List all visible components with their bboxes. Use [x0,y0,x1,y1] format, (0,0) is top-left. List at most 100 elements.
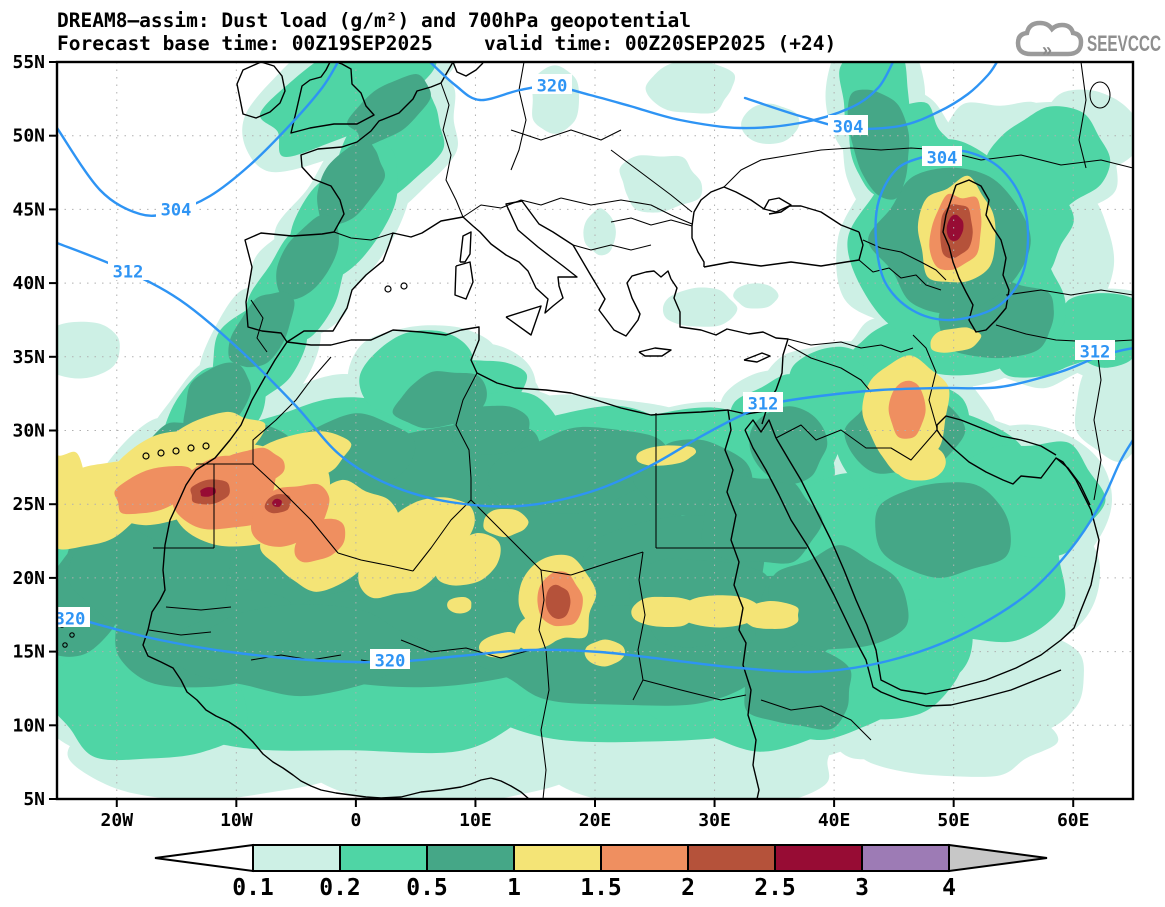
colorbar-tick-label: 0.1 [232,875,274,901]
country-border [775,424,938,461]
colorbar-segment [600,844,689,872]
cloud-icon [1015,20,1084,57]
country-border [252,356,332,464]
country-border [252,463,339,554]
geopotential-contour [428,62,895,130]
coastline [286,200,672,343]
island [62,642,68,648]
lon-tick-label: 10E [459,810,492,831]
contour-label-chip [1075,340,1115,360]
dust-shade-0.5 [768,545,909,651]
geopotential-contour [57,62,340,217]
country-border [455,372,478,500]
dust-shade-0.1 [1074,351,1133,462]
dust-shade-1 [435,533,501,586]
contour-label-chip [532,74,572,94]
country-border [333,231,394,241]
coastline [763,197,792,215]
country-border [862,239,947,281]
country-border [570,551,644,576]
contour-label: 320 [537,77,568,97]
dust-shade-0.5 [487,426,670,514]
dust-shade-0.5 [347,74,431,147]
country-border [642,679,747,701]
country-border [470,499,572,576]
dust-shade-0.1 [583,208,616,256]
geopotential-contour [57,438,1133,674]
country-border [1005,289,1133,296]
dust-shade-1 [930,327,982,353]
dust-shade-2.5 [946,214,964,241]
country-border [858,259,942,291]
chart-subtitle-valid-time: valid time: 00Z20SEP2025 (+24) [484,32,836,55]
country-border [148,629,212,636]
coastline [942,179,1010,333]
dust-shade-0.1 [57,321,120,379]
dust-shade-1.5 [215,447,285,493]
country-border [510,62,527,171]
dust-shade-0.5 [317,139,386,225]
dust-shade-0.5 [167,604,434,697]
dust-shade-0.5 [67,520,231,641]
contour-label-chip [156,198,196,218]
colorbar-tick-label: 2.5 [754,875,796,901]
dust-shade-1 [447,597,472,614]
country-border [510,129,622,141]
lat-tick-label: 40N [12,273,45,294]
contour-label: 312 [113,263,144,283]
colorbar-tick-label: 2 [681,875,695,901]
lat-tick-label: 25N [12,494,45,515]
island [157,449,165,457]
contour-label-chip [57,607,90,627]
contour-label: 312 [1080,343,1111,363]
country-border [1078,62,1087,169]
dust-shade-0.1 [733,283,779,309]
island [187,444,195,452]
dust-shade-0.5 [452,405,530,455]
contour-label-chip [922,146,962,166]
dust-shade-1 [679,595,760,628]
dust-shade-2.5 [272,498,282,507]
colorbar-tick-label: 0.5 [406,875,448,901]
coastline [452,62,484,77]
country-border [560,197,693,225]
country-border [572,244,652,251]
contour-label-chip [370,649,410,669]
contour-label-chip [828,115,868,135]
dust-shade-1 [387,497,475,561]
country-border [610,149,693,213]
dust-shade-0.1 [741,103,800,145]
country-border [440,82,464,218]
colorbar-arrow-right [948,843,1048,873]
dust-shade-0.5 [749,406,828,485]
colorbar-segment [861,844,950,872]
coastline [691,186,860,267]
lon-tick-label: 0 [350,810,361,831]
lon-tick-label: 20E [579,810,612,831]
chart-title: DREAM8–assim: Dust load (g/m²) and 700hP… [57,9,691,32]
lat-tick-label: 35N [12,347,45,368]
contour-label: 320 [375,652,406,672]
island [142,452,150,460]
dust-shade-0.5 [276,214,339,300]
lon-tick-label: 60E [1057,810,1090,831]
lat-tick-label: 30N [12,421,45,442]
dust-shade-0.1 [855,706,1059,777]
coastline [454,261,474,300]
lat-tick-label: 45N [12,199,45,220]
dust-shade-1 [57,451,87,540]
lon-tick-label: 20W [101,810,134,831]
country-border [1093,341,1102,501]
lat-tick-label: 5N [23,789,45,810]
dust-shade-1.5 [888,380,926,439]
country-border [787,344,872,393]
lon-tick-label: 40E [818,810,851,831]
dust-shade-0.1 [662,287,738,327]
colorbar-tick-label: 4 [942,875,956,901]
lat-tick-label: 15N [12,642,45,663]
island [202,442,210,450]
island [69,632,75,638]
contour-label: 312 [748,395,779,415]
contour-label: 320 [55,610,86,630]
coastline [744,429,1062,707]
